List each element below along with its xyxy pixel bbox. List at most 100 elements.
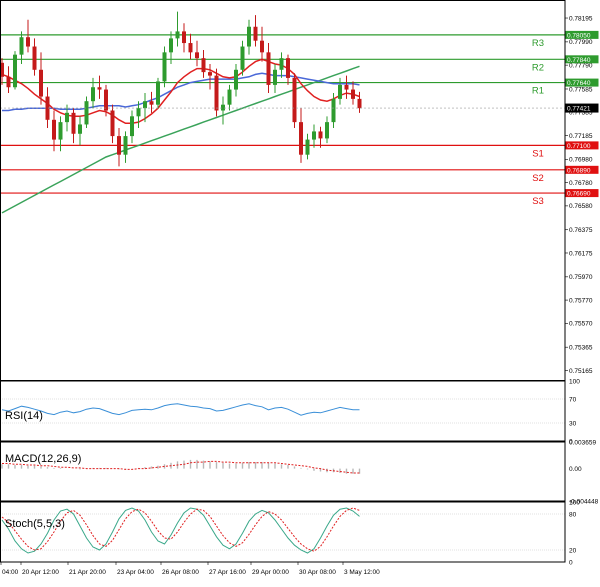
price-axis-label: 0.76175 <box>569 250 593 257</box>
level-price-label: 0.77840 <box>567 57 591 64</box>
candle-body <box>266 52 271 85</box>
price-panel: 0.78195 0.77990 0.77790 0.77585 0.77385 0.771… <box>0 0 599 381</box>
candle-body <box>344 84 349 90</box>
ema-slow-line <box>1 65 360 214</box>
candle-body <box>247 26 251 47</box>
candle-body <box>39 69 43 97</box>
macd-axis-label: 0.00 <box>569 466 582 473</box>
candle-body <box>162 52 167 82</box>
candle-body <box>123 136 128 155</box>
price-axis-label: 0.76375 <box>569 227 593 234</box>
candle-body <box>19 37 24 55</box>
level-price-box <box>565 141 599 150</box>
time-axis-label: 23 Apr 04:00 <box>117 569 154 576</box>
candle-body <box>357 98 362 109</box>
candle-body <box>45 96 50 120</box>
candle-body <box>65 112 69 123</box>
level-price-label: 0.77640 <box>567 80 591 87</box>
ema-fast-line <box>1 58 360 125</box>
rsi-panel: 100 70 30 0 RSI(14) <box>0 378 580 445</box>
last-price-box <box>565 103 599 113</box>
candle-body <box>117 136 121 155</box>
candle-body <box>0 62 4 77</box>
candle-body <box>6 76 11 88</box>
candle-body <box>26 37 30 47</box>
ema-mid-line <box>2 72 360 112</box>
rsi-axis-label: 100 <box>569 378 580 385</box>
rsi-axis-label: 70 <box>569 396 577 403</box>
candle-body <box>91 87 95 102</box>
candle-body <box>104 89 108 111</box>
macd-panel-frame <box>0 441 566 502</box>
macd-signal-line <box>2 460 360 474</box>
macd-axis-label: -0.004448 <box>569 498 599 505</box>
level-price-box <box>565 55 599 64</box>
price-axis-label: 0.76780 <box>569 180 593 187</box>
candle-body <box>318 131 323 139</box>
candle-body <box>234 69 238 90</box>
candle-body <box>156 81 160 105</box>
candles <box>0 11 362 167</box>
candle-body <box>214 75 219 111</box>
stoch-main-line <box>1 507 360 554</box>
candle-body <box>188 43 193 53</box>
candle-body <box>227 89 232 105</box>
stoch-axis-label: 20 <box>569 547 577 554</box>
price-axis-label: 0.76980 <box>569 157 593 164</box>
candle-body <box>130 116 134 137</box>
price-axis-label: 0.78195 <box>569 15 593 22</box>
level-price-box <box>565 165 599 174</box>
candle-body <box>136 108 141 117</box>
candle-body <box>240 46 245 70</box>
macd-panel: 0.003659 0.00 -0.004448 MACD(12,26,9) <box>0 439 599 505</box>
level-price-box <box>565 78 599 87</box>
candle-body <box>299 122 303 155</box>
macd-axis-label: 0.003659 <box>569 439 596 446</box>
candle-body <box>84 101 89 125</box>
candle-body <box>221 104 225 111</box>
candle-body <box>58 122 63 140</box>
candle-body <box>253 26 258 41</box>
stoch-label: Stoch(5,5,3) <box>5 518 65 530</box>
price-axis-label: 0.77585 <box>569 86 593 93</box>
stoch-axis-label: 80 <box>569 511 577 518</box>
time-axis-label: 29 Apr 00:00 <box>252 569 289 576</box>
price-axis-label: 0.75570 <box>569 321 593 328</box>
candle-body <box>52 119 56 140</box>
candle-body <box>331 98 336 123</box>
price-axis-label: 0.77385 <box>569 110 593 117</box>
candle-body <box>97 87 102 90</box>
price-axis-label: 0.76580 <box>569 203 593 210</box>
time-axis-label: 30 Apr 08:00 <box>299 569 336 576</box>
candle-body <box>110 110 115 137</box>
price-axis-label: 0.75165 <box>569 368 593 375</box>
candle-body <box>338 84 342 99</box>
level-price-label: 0.78050 <box>567 32 591 39</box>
level-label-s2: S2 <box>532 173 544 184</box>
rsi-label: RSI(14) <box>5 410 43 422</box>
candle-body <box>260 40 264 53</box>
candle-body <box>13 54 17 88</box>
time-axis-label: 3 May 12:00 <box>344 569 380 576</box>
rsi-axis-label: 30 <box>569 420 577 427</box>
macd-label: MACD(12,26,9) <box>5 453 81 465</box>
level-label-r1: R1 <box>532 86 544 97</box>
candle-body <box>279 58 284 70</box>
level-price-label: 0.76890 <box>567 167 591 174</box>
time-axis-label: 04:00 <box>2 569 19 576</box>
stoch-axis-label: 0 <box>569 559 573 566</box>
rsi-line <box>1 403 360 416</box>
candle-body <box>143 101 147 109</box>
stoch-axis-label: 100 <box>569 499 580 506</box>
price-axis-label: 0.75970 <box>569 274 593 281</box>
price-axis-label: 0.77790 <box>569 62 593 69</box>
candle-body <box>169 38 173 53</box>
last-price-label: 0.77421 <box>567 106 591 113</box>
rsi-panel-frame <box>0 380 566 442</box>
time-axis-label: 26 Apr 08:00 <box>162 569 199 576</box>
candle-body <box>351 89 355 99</box>
candle-body <box>292 77 297 123</box>
candle-body <box>149 101 154 105</box>
